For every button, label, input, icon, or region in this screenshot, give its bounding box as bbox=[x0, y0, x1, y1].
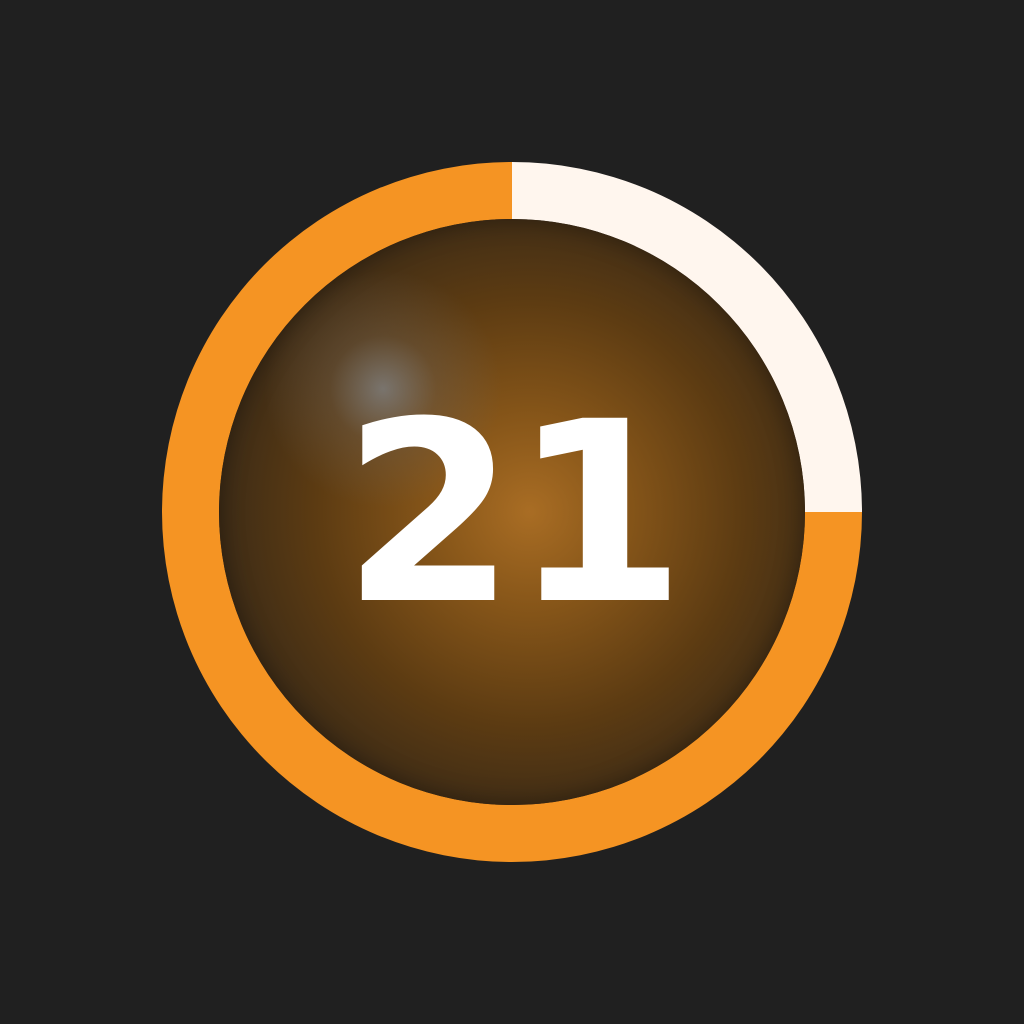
ring-track-segment bbox=[512, 162, 862, 512]
countdown-value: 21 bbox=[342, 368, 686, 659]
timer-face bbox=[219, 219, 805, 805]
